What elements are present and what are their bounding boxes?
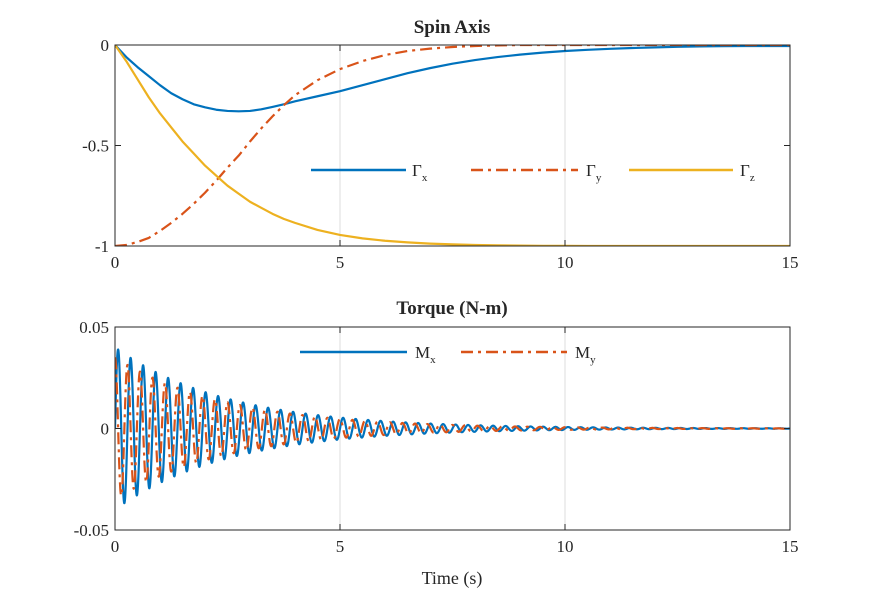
spin-axis-series: [115, 45, 790, 246]
torque-series: [115, 348, 790, 505]
y-tick-label: -0.05: [74, 521, 109, 540]
legend-label-gamma-z: Γz: [740, 161, 755, 184]
series-line-γ-y: [115, 45, 790, 246]
x-tick-label: 15: [782, 537, 799, 556]
legend-label-gamma-x: Γx: [412, 161, 428, 184]
legend-label-gamma-y: Γy: [586, 161, 602, 184]
y-tick-label: -1: [95, 237, 109, 256]
torque-legend: Mx My: [300, 343, 596, 366]
x-tick-label: 0: [111, 253, 120, 272]
x-tick-label: 10: [557, 253, 574, 272]
y-tick-label: -0.5: [82, 137, 109, 156]
torque-title: Torque (N-m): [396, 298, 507, 319]
series-line-γ-x: [115, 45, 790, 113]
y-tick-label: 0.05: [79, 318, 109, 337]
time-axis-label: Time (s): [422, 568, 483, 589]
legend-label-m-x: Mx: [415, 343, 436, 366]
spin-axis-legend: Γx Γy Γz: [311, 161, 755, 184]
series-line-γ-z: [115, 45, 790, 246]
y-tick-label: 0: [101, 420, 110, 439]
spin-axis-ticks: 0 5 10 15 -1 -0.5 0: [82, 36, 798, 272]
y-tick-label: 0: [101, 36, 110, 55]
x-tick-label: 10: [557, 537, 574, 556]
series-line-m-y: [115, 356, 790, 497]
spin-axis-grid: [339, 45, 566, 246]
x-tick-label: 5: [336, 537, 345, 556]
spin-axis-panel: Spin Axis 0 5 10 15 -1 -0.5 0 Γx Γy Γz: [82, 17, 798, 272]
spin-axis-title: Spin Axis: [414, 17, 491, 38]
x-tick-label: 0: [111, 537, 120, 556]
x-tick-label: 5: [336, 253, 345, 272]
legend-label-m-y: My: [575, 343, 596, 366]
x-tick-label: 15: [782, 253, 799, 272]
